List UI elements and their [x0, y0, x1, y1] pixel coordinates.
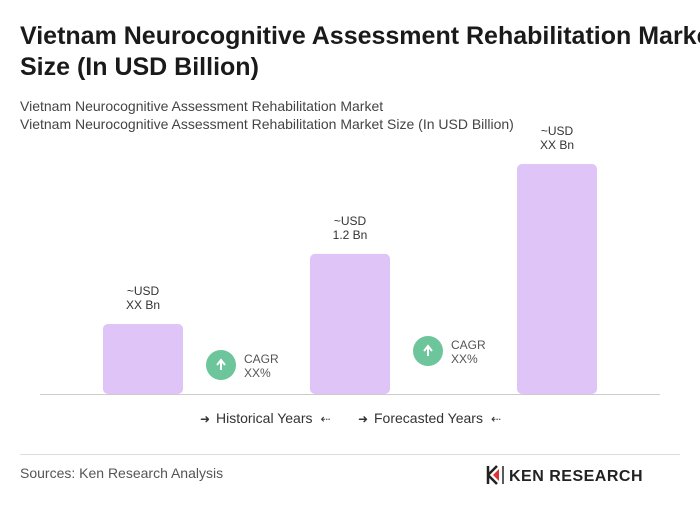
cagr-label-line: CAGR [244, 352, 279, 366]
cagr-label-line: CAGR [451, 338, 486, 352]
value-label: ~USD XX Bn [540, 124, 574, 152]
title-line: Vietnam Neurocognitive Assessment Rehabi… [20, 22, 700, 50]
cagr-label-line: XX% [451, 352, 478, 366]
cagr-label: CAGR XX% [451, 338, 486, 366]
subtitle: Vietnam Neurocognitive Assessment Rehabi… [20, 116, 514, 132]
cagr-arrow [423, 344, 433, 356]
value-label: ~USD 1.2 Bn [333, 214, 368, 242]
value-label-line: 1.2 Bn [333, 228, 368, 242]
logo-icon [486, 465, 498, 485]
logo-text: KEN RESEARCH [509, 468, 643, 485]
bar [517, 164, 597, 394]
legend-arrow: ⇠ [321, 412, 331, 426]
value-label-line: ~USD [541, 124, 574, 138]
legend-label: Historical Years [216, 410, 313, 426]
source: Sources: Ken Research Analysis [20, 465, 223, 481]
chart-title: Vietnam Neurocognitive Assessment Rehabi… [20, 22, 700, 81]
logo: KEN RESEARCH [486, 465, 643, 485]
logo-icon [493, 469, 499, 481]
cagr-arrow [216, 358, 226, 370]
value-label-line: XX Bn [540, 138, 574, 152]
legend-label: Forecasted Years [374, 410, 483, 426]
subtitle: Vietnam Neurocognitive Assessment Rehabi… [20, 98, 383, 114]
bar [310, 253, 390, 394]
legend-arrow: ⇠ [491, 412, 501, 426]
bar [103, 323, 183, 394]
cagr-label: CAGR XX% [244, 352, 279, 380]
value-label-line: XX Bn [126, 298, 160, 312]
title-line: Size (In USD Billion) [20, 53, 259, 81]
legend-arrow: ➜ [358, 412, 368, 426]
cagr-label-line: XX% [244, 366, 271, 380]
value-label: ~USD XX Bn [126, 284, 160, 312]
value-label-line: ~USD [127, 284, 160, 298]
legend-arrow: ➜ [200, 412, 210, 426]
value-label-line: ~USD [334, 214, 367, 228]
